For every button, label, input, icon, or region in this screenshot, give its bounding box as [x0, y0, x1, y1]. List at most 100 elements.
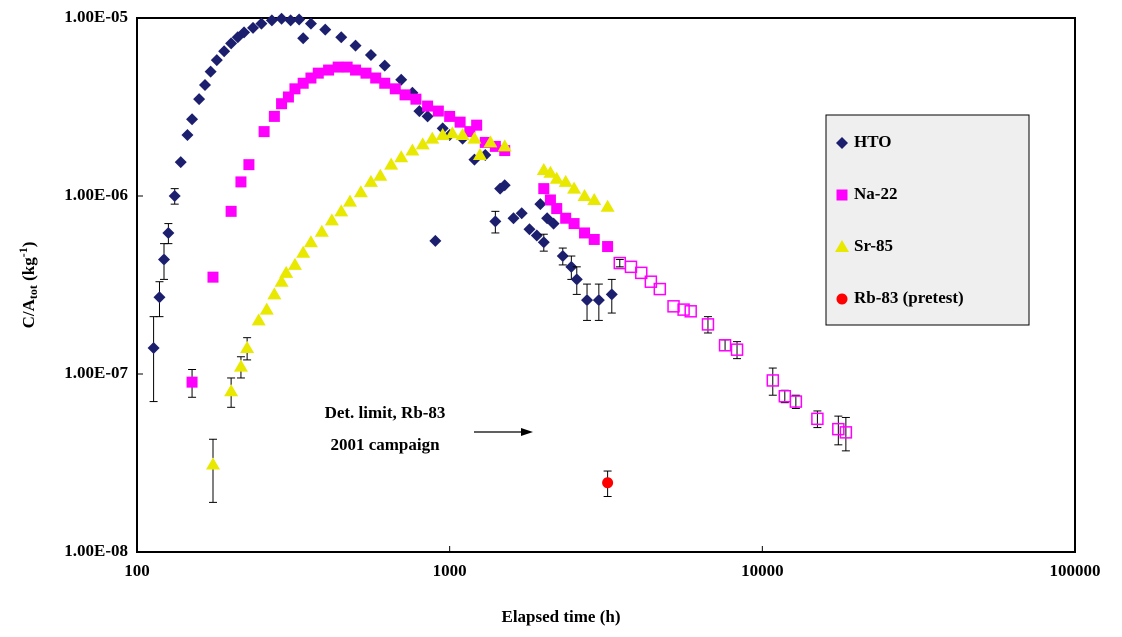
marker [410, 93, 422, 105]
marker [587, 192, 602, 205]
marker [258, 126, 270, 138]
marker [240, 340, 255, 353]
marker [235, 176, 247, 188]
marker [324, 213, 339, 226]
error-bar [768, 367, 777, 396]
marker [147, 341, 160, 354]
marker [605, 288, 618, 301]
error-bar [721, 339, 730, 352]
marker [523, 223, 536, 236]
y-label-sub: tot [26, 285, 40, 299]
marker [832, 422, 845, 436]
marker [422, 100, 434, 112]
marker [507, 212, 520, 225]
marker [247, 21, 260, 34]
x-tick-label: 100000 [1050, 561, 1101, 580]
marker [445, 126, 460, 139]
x-tick-label: 1000 [433, 561, 467, 580]
marker [289, 83, 301, 95]
marker [556, 250, 569, 263]
marker [343, 194, 358, 207]
marker [210, 54, 223, 67]
marker [471, 119, 483, 131]
marker [275, 12, 288, 25]
marker [323, 64, 335, 76]
marker [341, 61, 353, 73]
marker [224, 384, 239, 397]
marker [730, 343, 744, 356]
y-axis-label: C/Atot (kg-1) [16, 242, 40, 329]
marker [565, 260, 578, 273]
marker [186, 113, 199, 126]
marker [332, 61, 344, 73]
marker [296, 245, 311, 258]
marker [653, 282, 667, 296]
marker [644, 275, 658, 288]
marker [579, 227, 591, 239]
marker [394, 150, 409, 163]
marker [534, 198, 547, 211]
marker [267, 287, 282, 300]
marker [384, 157, 399, 170]
marker [592, 294, 605, 307]
marker [350, 64, 362, 76]
marker [530, 229, 543, 242]
marker [399, 89, 411, 101]
marker [297, 32, 310, 45]
marker [544, 194, 556, 206]
marker [472, 147, 487, 160]
marker [251, 313, 266, 326]
marker [174, 156, 187, 169]
marker [549, 171, 564, 184]
legend-label: Na-22 [854, 184, 897, 203]
marker [364, 48, 377, 61]
marker [836, 189, 848, 201]
marker [279, 265, 294, 278]
marker [312, 67, 324, 79]
error-bar [841, 416, 850, 452]
marker [464, 126, 476, 138]
marker [600, 199, 615, 212]
arrow-head [521, 428, 533, 436]
marker [467, 131, 482, 144]
marker [577, 189, 592, 201]
marker [198, 79, 211, 92]
marker [225, 205, 237, 217]
marker [684, 305, 697, 318]
marker [218, 45, 231, 58]
marker [363, 174, 378, 187]
marker [677, 303, 690, 316]
marker [353, 185, 368, 198]
marker [543, 165, 558, 178]
error-bar [791, 394, 800, 409]
annotation: Det. limit, Rb-83 [325, 403, 446, 422]
marker [425, 131, 440, 144]
y-label-part: (kg [19, 257, 38, 285]
marker [243, 159, 255, 171]
marker [207, 271, 219, 283]
marker [349, 39, 362, 52]
y-label-part: ) [19, 242, 38, 248]
marker [701, 318, 715, 331]
marker [718, 339, 732, 352]
marker [489, 215, 502, 228]
marker [455, 128, 470, 141]
marker [193, 93, 206, 106]
marker [395, 73, 408, 86]
marker [836, 137, 848, 149]
marker [811, 412, 824, 426]
marker [479, 136, 491, 148]
marker [276, 98, 288, 110]
y-tick-label: 1.00E-07 [64, 363, 128, 382]
marker [205, 457, 220, 470]
y-tick-label: 1.00E-08 [64, 541, 128, 560]
marker [282, 91, 294, 103]
y-label-sup: -1 [16, 247, 30, 257]
marker [304, 17, 317, 30]
marker [233, 359, 248, 372]
marker [537, 236, 550, 249]
marker [370, 72, 382, 84]
marker [378, 59, 391, 72]
marker [225, 37, 238, 50]
